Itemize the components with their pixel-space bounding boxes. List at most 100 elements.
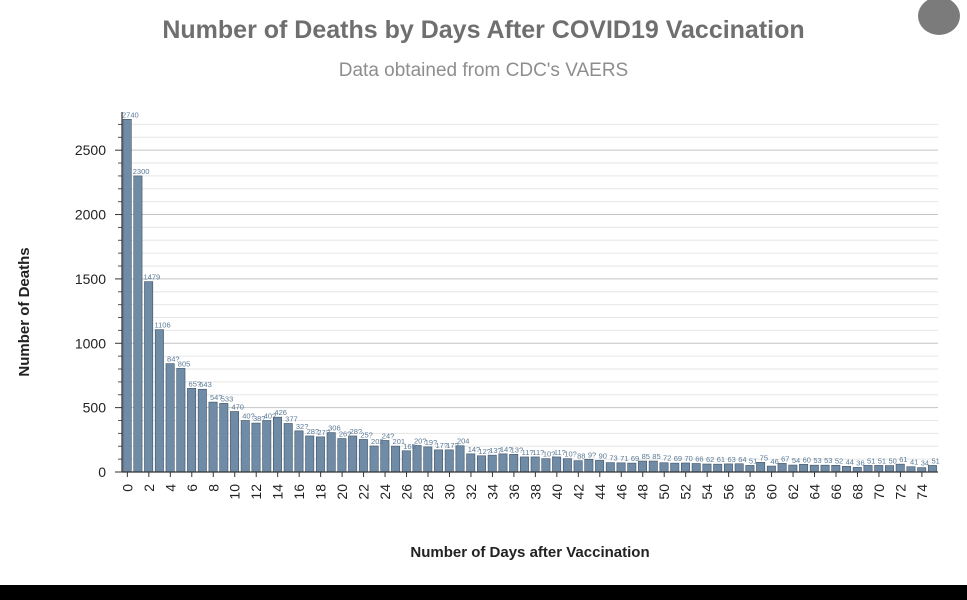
bar — [659, 462, 669, 473]
data-label: 65? — [189, 379, 202, 388]
bar — [283, 423, 293, 473]
data-label: 165 — [403, 442, 416, 451]
x-tick-label: 16 — [291, 484, 307, 500]
x-tick-label: 18 — [313, 484, 329, 500]
bar — [466, 453, 476, 473]
x-tick-label: 26 — [399, 484, 415, 500]
data-label: 10? — [564, 450, 577, 459]
bar — [648, 460, 658, 473]
data-label: 54 — [792, 456, 800, 465]
x-tick-label: 30 — [441, 484, 457, 500]
data-label: 53 — [813, 456, 821, 465]
x-tick-label: 8 — [205, 484, 221, 492]
data-label: 88 — [577, 452, 585, 461]
x-tick-label: 36 — [506, 484, 522, 500]
bar — [187, 388, 197, 473]
x-tick-label: 28 — [420, 484, 436, 500]
bar-chart: 05001000150020002500274023001479110684?8… — [16, 110, 940, 561]
bar — [176, 368, 186, 473]
data-label: 61 — [717, 455, 725, 464]
bar — [305, 435, 315, 473]
data-label: 426 — [274, 408, 287, 417]
data-label: 52 — [835, 456, 843, 465]
data-label: 40? — [242, 412, 255, 421]
data-label: 2300 — [133, 167, 150, 176]
data-label: 66 — [695, 455, 703, 464]
bar — [831, 465, 841, 473]
x-tick-label: 50 — [656, 484, 672, 500]
data-label: 20? — [414, 436, 427, 445]
data-label: 17? — [435, 441, 448, 450]
bar — [337, 438, 347, 473]
bar — [777, 463, 787, 473]
data-label: 36 — [856, 458, 864, 467]
chart-title: Number of Deaths by Days After COVID19 V… — [162, 16, 805, 44]
bar — [273, 416, 282, 473]
bar — [702, 463, 712, 473]
x-tick-label: 12 — [248, 484, 264, 500]
data-label: 12? — [478, 447, 491, 456]
bar — [820, 464, 830, 473]
bar — [605, 462, 615, 473]
bar — [262, 420, 272, 473]
data-label: 90 — [599, 451, 607, 460]
bar — [691, 463, 701, 473]
bar — [230, 411, 240, 473]
bar — [165, 363, 175, 473]
x-tick-label: 4 — [162, 484, 178, 492]
data-label: 10? — [543, 450, 556, 459]
data-label: 201 — [393, 437, 406, 446]
data-label: 50 — [889, 457, 897, 466]
data-label: 73 — [609, 454, 617, 463]
data-label: 84? — [167, 355, 180, 364]
data-label: 60 — [803, 455, 811, 464]
data-label: 11? — [522, 448, 534, 457]
bar — [788, 464, 798, 473]
x-tick-label: 22 — [356, 484, 372, 500]
x-tick-label: 54 — [699, 484, 715, 500]
circle-icon[interactable] — [918, 0, 960, 35]
bar — [874, 465, 884, 473]
bar — [842, 466, 852, 473]
data-label: 19? — [425, 438, 438, 447]
x-tick-label: 62 — [785, 484, 801, 500]
x-tick-label: 32 — [463, 484, 479, 500]
bar — [348, 435, 358, 473]
bar — [530, 456, 540, 473]
x-tick-label: 44 — [592, 484, 608, 500]
bar — [251, 422, 261, 473]
x-tick-label: 10 — [227, 484, 243, 500]
data-label: 85 — [652, 452, 660, 461]
x-tick-label: 56 — [721, 484, 737, 500]
bar — [423, 446, 433, 473]
data-label: 11? — [532, 448, 544, 457]
data-label: 14? — [500, 445, 513, 454]
y-tick-label: 1000 — [75, 335, 106, 351]
data-label: 27? — [317, 428, 330, 437]
data-label: 13? — [511, 445, 524, 454]
data-label: 85 — [642, 452, 650, 461]
bar — [477, 455, 486, 473]
data-label: 470 — [231, 402, 244, 411]
data-label: 643 — [199, 380, 212, 389]
y-tick-label: 500 — [83, 400, 107, 416]
x-tick-label: 58 — [742, 484, 758, 500]
data-label: 377 — [285, 414, 298, 423]
bar — [713, 463, 723, 473]
bar — [219, 403, 229, 473]
data-label: 9? — [588, 450, 596, 459]
data-label: 28? — [307, 427, 320, 436]
bar — [519, 456, 529, 473]
bar — [863, 465, 873, 473]
bar — [927, 465, 937, 473]
bar — [197, 388, 207, 473]
bar — [434, 449, 444, 473]
data-label: 67 — [781, 454, 789, 463]
data-label: 202 — [371, 437, 384, 446]
bar — [154, 329, 164, 473]
x-tick-label: 6 — [184, 484, 200, 492]
bar — [852, 467, 862, 473]
data-label: 533 — [221, 394, 234, 403]
bar — [723, 463, 733, 473]
y-axis-title: Number of Deaths — [16, 247, 33, 376]
